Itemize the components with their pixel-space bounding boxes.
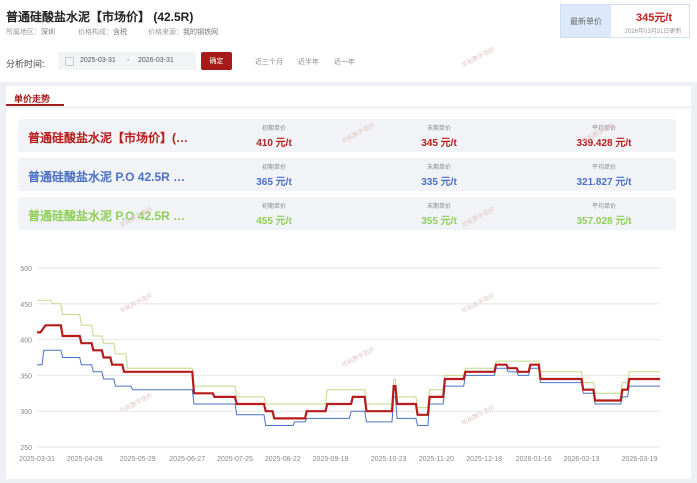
tab-divider (6, 107, 691, 108)
start-price-label: 初期单价 (261, 165, 286, 171)
start-price-value: 365 元/t (256, 177, 292, 188)
summary-row-3: 普通硅酸盐水泥 P.O 42.5R … 初期单价 455 元/t 末期单价 35… (18, 197, 676, 230)
region-label: 所属地区： (6, 29, 41, 36)
analysis-time-label: 分析时间: (6, 59, 45, 69)
x-tick-label: 2026-01-16 (516, 456, 552, 463)
x-tick-label: 2026-02-13 (564, 456, 600, 463)
x-tick-label: 2025-04-28 (67, 456, 103, 463)
y-tick-label: 500 (20, 266, 32, 273)
summary-row-2: 普通硅酸盐水泥 P.O 42.5R … 初期单价 365 元/t 末期单价 33… (18, 158, 676, 191)
end-date[interactable]: 2026-03-31 (138, 57, 174, 64)
x-tick-label: 2025-06-27 (169, 456, 205, 463)
end-price-label: 末期单价 (426, 204, 451, 210)
latest-price-value: 345元/t (635, 12, 673, 24)
latest-price-box: 最新单价 345元/t 2026年03月31日更新 (560, 4, 690, 38)
series-line-2 (37, 349, 660, 426)
start-date[interactable]: 2025-03-31 (80, 57, 116, 64)
avg-price-value: 339.428 元/t (576, 138, 632, 149)
summary-row-1: 普通硅酸盐水泥【市场价】(… 初期单价 410 元/t 末期单价 345 元/t… (18, 119, 676, 152)
confirm-button[interactable]: 确定 (201, 52, 232, 70)
end-price-label: 末期单价 (426, 165, 451, 171)
date-separator: - (127, 57, 130, 64)
x-tick-label: 2025-03-31 (19, 456, 55, 463)
series-line-1 (37, 324, 660, 420)
end-price-value: 345 元/t (421, 138, 457, 149)
price-type-info: 价格构成：含税 (78, 27, 127, 37)
source-label: 价格来源： (148, 29, 183, 36)
quick-range-6m[interactable]: 近半年 (298, 59, 319, 66)
end-price-value: 355 元/t (421, 216, 457, 227)
series-name[interactable]: 普通硅酸盐水泥 P.O 42.5R … (28, 170, 186, 184)
end-price-value: 335 元/t (421, 177, 457, 188)
price-type-value: 含税 (113, 29, 127, 36)
series-name[interactable]: 普通硅酸盐水泥 P.O 42.5R … (28, 209, 186, 223)
x-tick-label: 2025-12-18 (466, 456, 502, 463)
y-tick-label: 300 (20, 409, 32, 416)
start-price-label: 初期单价 (261, 126, 286, 132)
avg-price-label: 平均单价 (591, 126, 616, 132)
x-tick-label: 2025-11-20 (419, 456, 454, 463)
x-tick-label: 2026-03-19 (622, 456, 658, 463)
y-tick-label: 250 (20, 445, 32, 452)
x-tick-label: 2025-08-22 (265, 456, 301, 463)
page-title: 普通硅酸盐水泥【市场价】 (42.5R) (6, 10, 194, 24)
tab-price-trend[interactable]: 单价走势 (14, 94, 51, 104)
quick-range-1y[interactable]: 近一年 (334, 59, 355, 66)
avg-price-label: 平均单价 (591, 165, 616, 171)
series-line-3 (37, 299, 660, 409)
avg-price-value: 357.028 元/t (576, 216, 632, 227)
latest-price-label: 最新单价 (561, 5, 611, 37)
end-price-label: 末期单价 (426, 126, 451, 132)
quick-range-3m[interactable]: 近三个月 (255, 59, 283, 66)
price-type-label: 价格构成： (78, 29, 113, 36)
avg-price-value: 321.827 元/t (576, 177, 632, 188)
y-tick-label: 450 (20, 302, 32, 309)
x-tick-label: 2025-07-25 (217, 456, 253, 463)
avg-price-label: 平均单价 (591, 204, 616, 210)
series-name[interactable]: 普通硅酸盐水泥【市场价】(… (28, 131, 188, 145)
source-info: 价格来源：我的钢铁网 (148, 27, 218, 37)
start-price-label: 初期单价 (261, 204, 286, 210)
tab-active-indicator (6, 104, 64, 106)
x-tick-label: 2025-10-23 (371, 456, 407, 463)
y-tick-label: 350 (20, 373, 32, 380)
source-value: 我的钢铁网 (183, 29, 218, 36)
region-info: 所属地区：深圳 (6, 27, 55, 37)
x-tick-label: 2025-05-29 (120, 456, 156, 463)
start-price-value: 455 元/t (256, 216, 292, 227)
date-range-picker[interactable]: 2025-03-31 - 2026-03-31 (58, 52, 196, 70)
start-price-value: 410 元/t (256, 138, 292, 149)
calendar-icon (65, 57, 74, 66)
region-value: 深圳 (41, 29, 55, 36)
x-tick-label: 2025-09-19 (313, 456, 349, 463)
y-tick-label: 400 (20, 338, 32, 345)
latest-price-updated: 2026年03月31日更新 (624, 29, 682, 35)
